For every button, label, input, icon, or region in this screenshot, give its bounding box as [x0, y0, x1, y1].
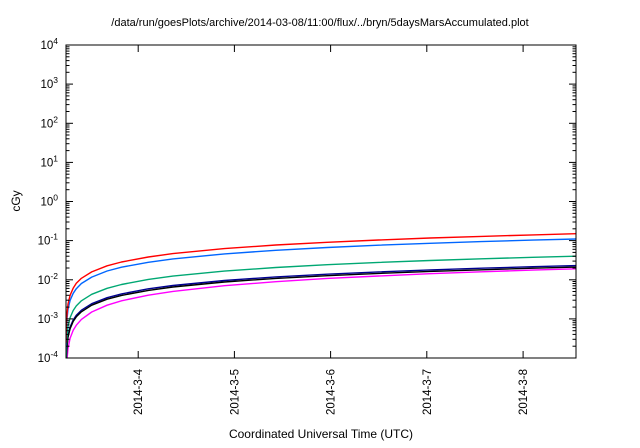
y-tick-label: 10-2: [38, 271, 59, 287]
chart-title: /data/run/goesPlots/archive/2014-03-08/1…: [111, 17, 529, 29]
series-line-black: [66, 266, 576, 358]
x-axis-label: Coordinated Universal Time (UTC): [228, 427, 414, 441]
x-tick-label: 2014-3-6: [326, 369, 338, 415]
y-tick-label: 10-1: [38, 232, 59, 248]
series-line-magenta: [66, 268, 576, 358]
y-tick-label: 10-3: [38, 310, 59, 326]
x-tick-label: 2014-3-8: [518, 369, 530, 415]
y-tick-label: 103: [40, 75, 58, 91]
x-tick-label: 2014-3-7: [422, 369, 434, 415]
y-tick-label: 104: [40, 36, 58, 52]
series-line-blue: [66, 238, 576, 349]
axis-ticks: [66, 44, 576, 359]
x-tick-label: 2014-3-5: [229, 369, 241, 415]
plot-border: [65, 44, 577, 359]
series-line-navy: [66, 264, 576, 358]
series-line-red: [66, 232, 576, 344]
plot-series: [66, 232, 576, 358]
x-tick-label: 2014-3-4: [133, 368, 145, 415]
series-line-green: [66, 255, 576, 358]
y-tick-label: 102: [40, 114, 58, 130]
y-tick-label: 10-4: [38, 349, 59, 365]
y-tick-label: 101: [40, 153, 58, 169]
y-tick-label: 100: [40, 193, 58, 209]
